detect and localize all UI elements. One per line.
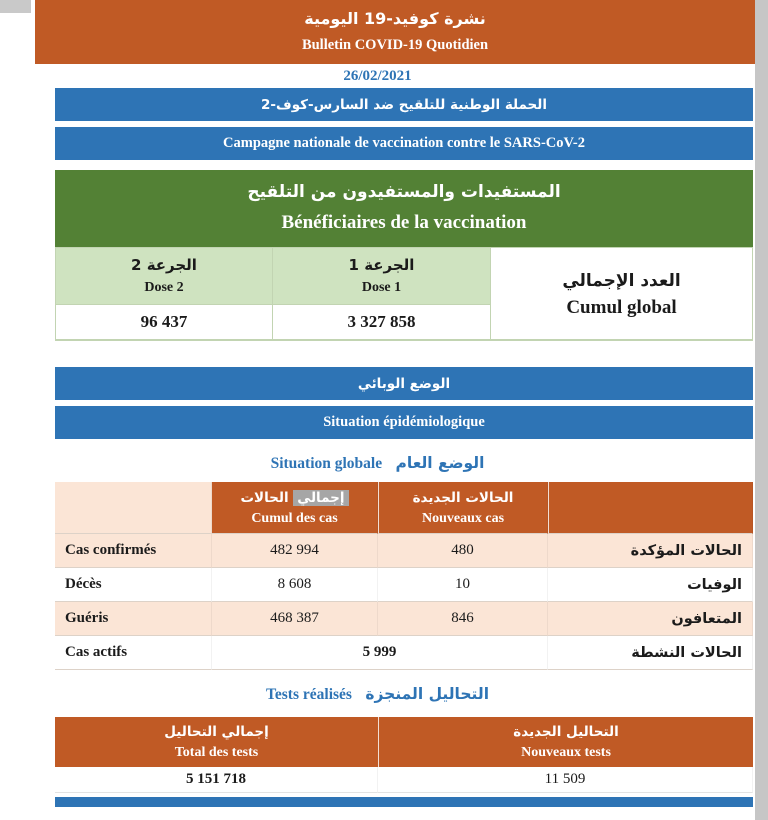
row-label-ar-text: الوفيات (687, 576, 742, 593)
scrollbar-track[interactable] (755, 0, 768, 820)
next-section-banner (55, 797, 753, 807)
situation-globale-arabic: الوضع العام (395, 454, 485, 472)
row-label-ar-text: المتعافون (671, 610, 742, 627)
campaign-banner-french: Campagne nationale de vaccination contre… (55, 127, 753, 160)
new-tests-value: 11 509 (378, 767, 753, 793)
row-label-fr: Décès (55, 568, 212, 602)
epidemio-banner: الوضع الوبائي Situation épidémiologique (55, 367, 753, 439)
epidemio-banner-arabic: الوضع الوبائي (55, 367, 753, 400)
row-label-fr: Cas actifs (55, 636, 212, 670)
vaccination-table: الجرعة 2 Dose 2 الجرعة 1 Dose 1 العدد ال… (55, 247, 753, 341)
cumul-cases-header-arabic: إجمالي الحالات (240, 487, 349, 509)
dose2-value: 96 437 (56, 305, 273, 340)
dose1-label-arabic: الجرعة 1 (348, 256, 415, 274)
cumul-global-label-arabic: العدد الإجمالي (562, 270, 681, 291)
beneficiaries-title-arabic: المستفيدات والمستفيدون من التلقيح (247, 182, 561, 202)
new-cases-header: الحالات الجديدة Nouveaux cas (378, 482, 548, 534)
row-label-ar-text: الحالات المؤكدة (630, 542, 742, 559)
row-label-fr: Guéris (55, 602, 212, 636)
bulletin-title-french: Bulletin COVID-19 Quotidien (301, 37, 489, 53)
bulletin-title-arabic: نشرة كوفيد-19 اليومية (304, 9, 486, 28)
situation-globale-french: Situation globale (270, 455, 383, 472)
tests-table: إجمالي التحاليل Total des tests التحاليل… (55, 717, 753, 793)
cumul-global-label-french: Cumul global (566, 296, 677, 318)
total-tests-value: 5 151 718 (55, 767, 378, 793)
highlighted-word: إجمالي (293, 489, 349, 506)
nouveaux-value: 846 (378, 602, 548, 636)
cumul-value: 8 608 (212, 568, 378, 602)
dose2-label-french: Dose 2 (144, 280, 184, 295)
vaccination-campaign-banner: الحملة الوطنية للتلقيح ضد السارس-كوف-2 C… (55, 88, 753, 160)
beneficiaries-title-french: Bénéficiaires de la vaccination (281, 212, 527, 233)
tests-title: Tests réalisés التحاليل المنجزة (0, 683, 755, 705)
banner-separator (55, 400, 753, 406)
nouveaux-value: 480 (378, 534, 548, 568)
cumul-cases-header-arabic-rest: الحالات (240, 489, 289, 506)
row-label-ar: الحالات المؤكدة (548, 534, 753, 568)
dose2-header-cell: الجرعة 2 Dose 2 (56, 248, 273, 305)
row-label-ar: المتعافون (548, 602, 753, 636)
dose1-label-french: Dose 1 (361, 280, 402, 295)
epidemio-header-empty-right (548, 482, 753, 534)
new-tests-header-arabic: التحاليل الجديدة (513, 724, 619, 740)
bulletin-header: نشرة كوفيد-19 اليومية Bulletin COVID-19 … (35, 0, 755, 64)
row-label-ar: الحالات النشطة (548, 636, 753, 670)
dose1-header-cell: الجرعة 1 Dose 1 (273, 248, 491, 305)
dose2-label-arabic: الجرعة 2 (131, 256, 197, 274)
bulletin-date: 26/02/2021 (343, 68, 412, 84)
dose1-value: 3 327 858 (273, 305, 491, 340)
epidemio-banner-french: Situation épidémiologique (55, 406, 753, 439)
cumul-global-cell: العدد الإجمالي Cumul global (491, 248, 752, 340)
cas-actifs-value: 5 999 (212, 636, 548, 670)
new-tests-header-french: Nouveaux tests (521, 745, 611, 760)
total-tests-header-arabic: إجمالي التحاليل (164, 724, 269, 740)
beneficiaries-banner: المستفيدات والمستفيدون من التلقيح Bénéfi… (55, 170, 753, 247)
new-tests-header: التحاليل الجديدة Nouveaux tests (378, 717, 753, 767)
cumul-cases-header: إجمالي الحالات Cumul des cas (212, 482, 378, 534)
cumul-value: 482 994 (212, 534, 378, 568)
total-tests-header: إجمالي التحاليل Total des tests (55, 717, 378, 767)
campaign-banner-arabic: الحملة الوطنية للتلقيح ضد السارس-كوف-2 (55, 88, 753, 121)
banner-separator (55, 121, 753, 127)
tests-title-french: Tests réalisés (265, 686, 352, 703)
epidemio-table: إجمالي الحالات Cumul des cas الحالات الج… (55, 482, 753, 670)
new-cases-header-arabic: الحالات الجديدة (412, 489, 514, 506)
row-label-ar-text: الحالات النشطة (631, 644, 742, 661)
situation-globale-title: Situation globale الوضع العام (0, 452, 755, 474)
tests-title-arabic: التحاليل المنجزة (365, 685, 490, 703)
new-cases-header-french: Nouveaux cas (421, 510, 505, 526)
cumul-value: 468 387 (212, 602, 378, 636)
row-label-fr: Cas confirmés (55, 534, 212, 568)
cumul-cases-header-french: Cumul des cas (251, 510, 338, 526)
total-tests-header-french: Total des tests (174, 745, 259, 760)
row-label-ar: الوفيات (548, 568, 753, 602)
viewer-corner (0, 0, 31, 13)
nouveaux-value: 10 (378, 568, 548, 602)
epidemio-header-empty-left (55, 482, 212, 534)
